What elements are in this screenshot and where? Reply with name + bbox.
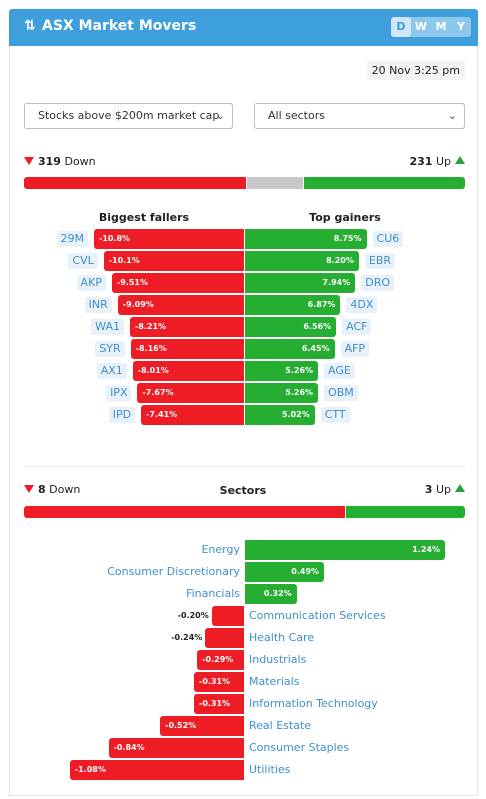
sector-name-link[interactable]: Real Estate <box>249 719 312 732</box>
sector-name-link[interactable]: Industrials <box>249 653 307 666</box>
faller-bar: -10.8% <box>94 229 244 249</box>
faller-bar: -7.41% <box>141 405 244 425</box>
sector-bar: 0.49% <box>245 562 325 582</box>
breadth-down-segment <box>24 506 345 518</box>
faller-ticker-link[interactable]: WA1 <box>91 319 124 335</box>
sector-name-link[interactable]: Consumer Staples <box>249 741 350 754</box>
gainer-ticker-link[interactable]: DRO <box>361 275 395 291</box>
stocks-up-count: 231 Up <box>409 155 465 169</box>
gainer-ticker-link[interactable]: CU6 <box>372 231 404 247</box>
faller-ticker-link[interactable]: IPD <box>108 407 136 423</box>
sector-name-link[interactable]: Consumer Discretionary <box>107 565 240 578</box>
section-divider <box>24 466 465 467</box>
period-day-button[interactable]: D <box>391 17 411 37</box>
sector-bar <box>205 628 244 648</box>
gainer-bar: 8.20% <box>245 251 359 271</box>
sector-bar: -0.52% <box>160 716 244 736</box>
sector-select[interactable]: All sectors ⌄ <box>254 103 465 129</box>
faller-bar: -8.21% <box>129 317 244 337</box>
sector-name-link[interactable]: Information Technology <box>249 697 378 710</box>
faller-ticker-link[interactable]: CVL <box>68 253 98 269</box>
gainer-ticker-link[interactable]: ACF <box>342 319 372 335</box>
faller-ticker-link[interactable]: AKP <box>76 275 106 291</box>
sectors-breadth-bar <box>24 506 465 518</box>
sort-arrows-icon: ⇅ <box>24 18 36 34</box>
top-gainers-heading: Top gainers <box>309 211 381 224</box>
chevron-down-icon: ⌄ <box>215 109 225 122</box>
period-year-button[interactable]: Y <box>457 20 465 33</box>
down-triangle-icon <box>24 157 34 165</box>
sector-value-label: -0.24% <box>171 633 203 642</box>
gainer-bar: 6.87% <box>245 295 341 315</box>
gainer-bar: 6.56% <box>245 317 337 337</box>
faller-ticker-link[interactable]: AX1 <box>96 363 127 379</box>
sector-select-value: All sectors <box>268 109 325 122</box>
gainer-bar: 7.94% <box>245 273 356 293</box>
sector-name-link[interactable]: Financials <box>186 587 240 600</box>
down-triangle-icon <box>24 485 34 493</box>
breadth-flat-segment <box>246 177 305 189</box>
period-selector: D W M Y <box>391 17 471 37</box>
widget-body <box>9 46 478 796</box>
sector-name-link[interactable]: Energy <box>201 543 240 556</box>
up-triangle-icon <box>455 484 465 492</box>
gainer-bar: 5.26% <box>245 361 319 381</box>
widget-header: ⇅ ASX Market Movers D W M Y <box>9 9 478 46</box>
sector-bar: -0.29% <box>197 650 244 670</box>
gainer-ticker-link[interactable]: EBR <box>364 253 396 269</box>
sectors-heading: Sectors <box>219 484 267 497</box>
gainer-bar: 5.26% <box>245 383 319 403</box>
sector-name-link[interactable]: Communication Services <box>249 609 386 622</box>
market-cap-select[interactable]: Stocks above $200m market cap ⌄ <box>24 103 233 129</box>
faller-bar: -8.01% <box>132 361 244 381</box>
faller-bar: -9.09% <box>117 295 244 315</box>
sectors-down-count: 8 Down <box>24 483 80 497</box>
biggest-fallers-heading: Biggest fallers <box>98 211 190 224</box>
gainer-ticker-link[interactable]: CTT <box>320 407 350 423</box>
stocks-breadth-bar <box>24 177 465 189</box>
market-cap-select-value: Stocks above $200m market cap <box>38 109 220 122</box>
faller-ticker-link[interactable]: 29M <box>56 231 88 247</box>
gainer-bar: 6.45% <box>245 339 335 359</box>
faller-bar: -7.67% <box>137 383 244 403</box>
gainer-bar: 5.02% <box>245 405 315 425</box>
sector-name-link[interactable]: Utilities <box>249 763 291 776</box>
breadth-down-segment <box>24 177 247 189</box>
sector-name-link[interactable]: Materials <box>249 675 300 688</box>
faller-bar: -8.16% <box>130 339 244 359</box>
sector-bar: -0.31% <box>194 694 244 714</box>
period-month-button[interactable]: M <box>435 20 447 33</box>
timestamp: 20 Nov 3:25 pm <box>366 61 465 80</box>
faller-ticker-link[interactable]: SYR <box>95 341 125 357</box>
chevron-down-icon: ⌄ <box>447 109 457 122</box>
stocks-down-count: 319 Down <box>24 155 96 169</box>
faller-ticker-link[interactable]: IPX <box>106 385 132 401</box>
up-triangle-icon <box>455 156 465 164</box>
faller-bar: -10.1% <box>103 251 244 271</box>
sector-name-link[interactable]: Health Care <box>249 631 315 644</box>
sector-bar: -1.08% <box>69 760 244 780</box>
faller-ticker-link[interactable]: INR <box>84 297 112 313</box>
sectors-up-count: 3 Up <box>425 483 465 497</box>
gainer-ticker-link[interactable]: AFP <box>340 341 370 357</box>
gainer-ticker-link[interactable]: 4DX <box>346 297 378 313</box>
gainer-ticker-link[interactable]: OBM <box>324 385 358 401</box>
breadth-up-segment <box>344 506 465 518</box>
sector-bar: 1.24% <box>245 540 445 560</box>
gainer-bar: 8.75% <box>245 229 367 249</box>
sector-bar: -0.84% <box>108 738 244 758</box>
sector-bar: -0.31% <box>194 672 244 692</box>
sector-bar: 0.32% <box>245 584 297 604</box>
gainer-ticker-link[interactable]: AGE <box>324 363 355 379</box>
breadth-up-segment <box>304 177 465 189</box>
widget-title: ASX Market Movers <box>42 18 197 34</box>
sector-value-label: -0.20% <box>177 611 209 620</box>
sector-bar <box>211 606 244 626</box>
faller-bar: -9.51% <box>111 273 244 293</box>
period-week-button[interactable]: W <box>414 20 428 33</box>
